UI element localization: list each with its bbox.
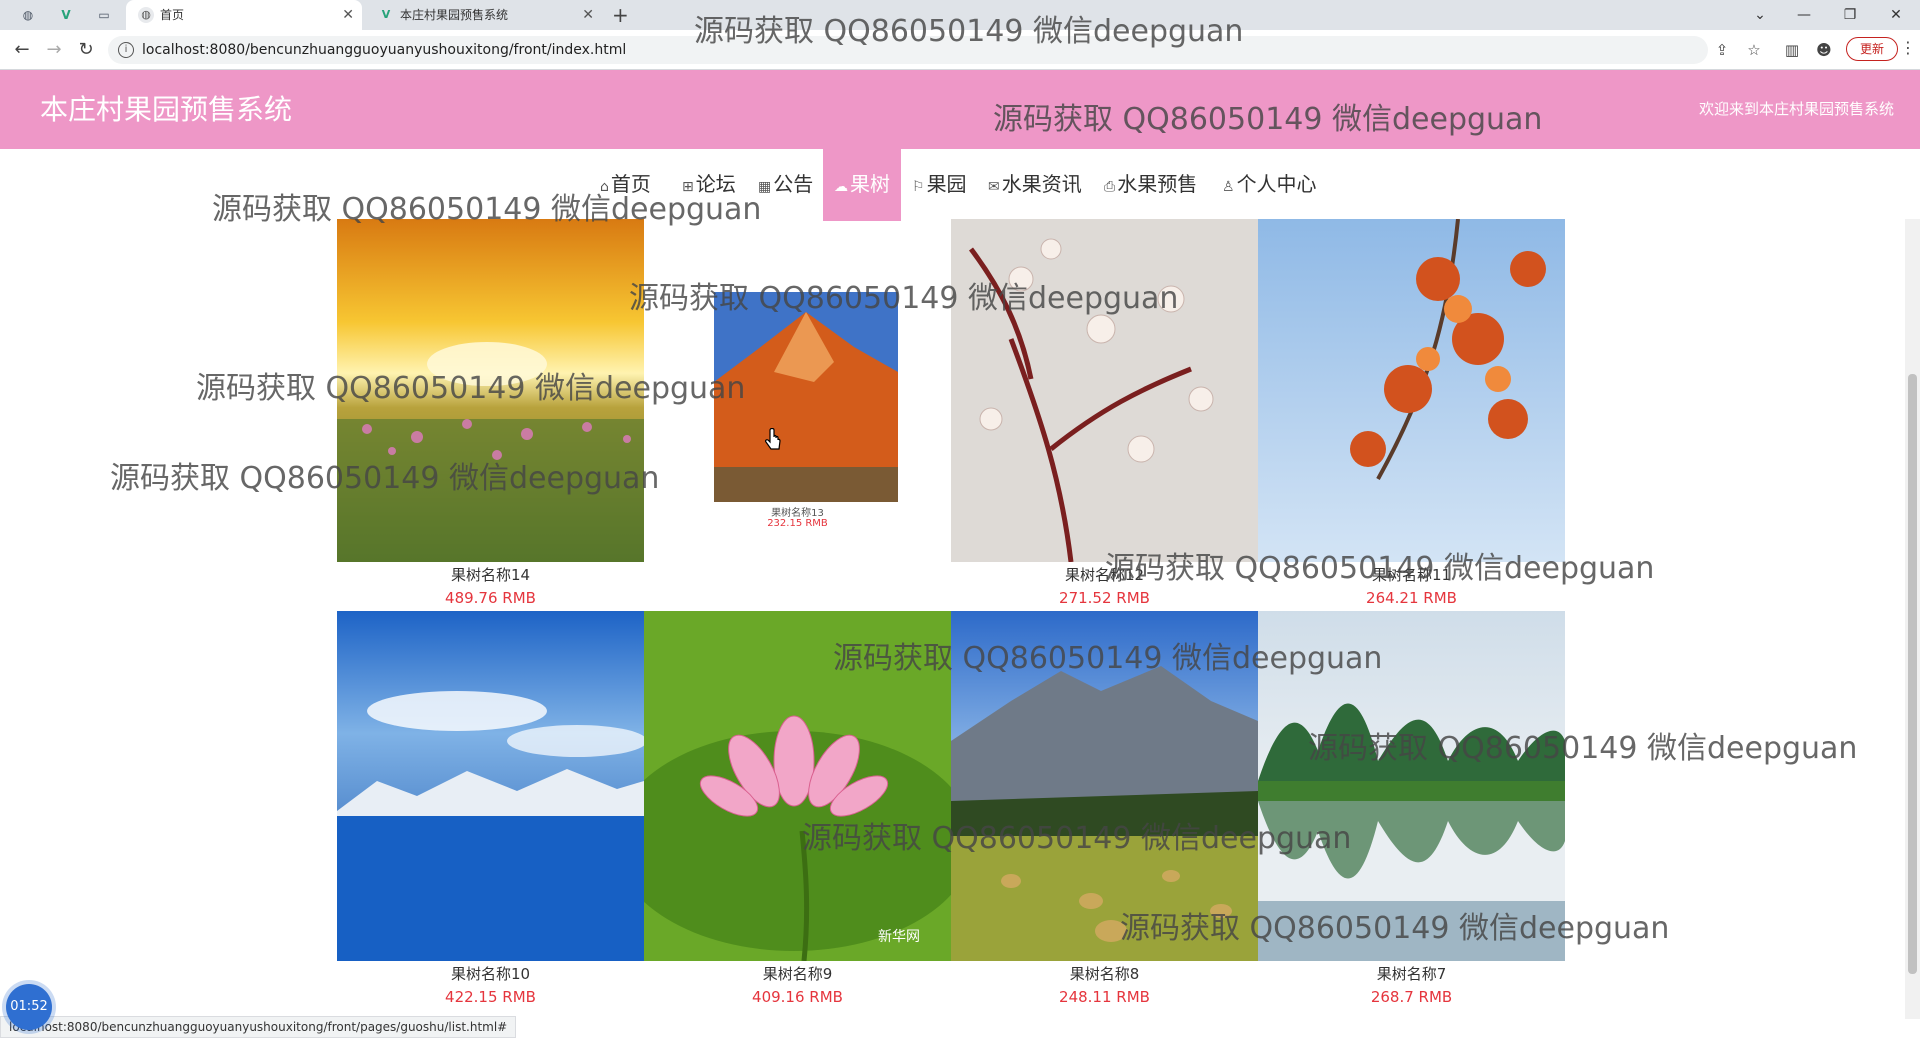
product-card[interactable]: 果树名称14 489.76 RMB (337, 219, 644, 611)
product-name[interactable]: 果树名称9 (762, 965, 833, 983)
new-tab-icon[interactable]: + (612, 3, 629, 27)
tab-home[interactable]: ◍ 首页 ✕ (126, 0, 362, 30)
nav-item-trees[interactable]: ☁ 果树 (823, 149, 901, 221)
close-icon[interactable]: ✕ (582, 7, 594, 23)
close-icon[interactable]: ✕ (342, 7, 354, 23)
nav-label-presale: 水果预售 (1117, 172, 1198, 196)
product-card[interactable]: 果树名称12 271.52 RMB (951, 219, 1258, 611)
nav-label-forum: 论坛 (695, 172, 736, 196)
tab-system[interactable]: V 本庄村果园预售系统 ✕ (366, 0, 602, 30)
address-bar: ← → ↻ i localhost:8080/bencunzhuangguoyu… (0, 30, 1920, 70)
nav-item-notice[interactable]: ▦ 公告 (758, 149, 813, 221)
restore-icon[interactable]: ❐ (1843, 7, 1857, 23)
product-image-white-blossoms[interactable] (951, 219, 1258, 562)
product-image-karst-river-reflection[interactable] (1258, 611, 1565, 961)
tab-search-chevron-icon[interactable]: ⌄ (1754, 7, 1766, 23)
tab-search-icon[interactable]: ◍ (22, 8, 34, 22)
product-card[interactable]: 果树名称13 232.15 RMB (644, 219, 951, 611)
nav-item-home[interactable]: ⌂ 首页 (600, 149, 651, 221)
nav-item-fruit-news[interactable]: ✉ 水果资讯 (988, 149, 1082, 221)
product-image-red-mountain[interactable] (714, 292, 898, 502)
user-icon: ♙ (1222, 179, 1235, 195)
nav-label-orchard: 果园 (926, 172, 967, 196)
product-name[interactable]: 果树名称10 (450, 965, 531, 983)
nav-label-trees: 果树 (850, 172, 890, 196)
hand-cursor-icon (765, 428, 781, 450)
product-card[interactable]: 果树名称7 268.7 RMB (1258, 611, 1565, 1009)
product-price: 248.11 RMB (1059, 988, 1150, 1006)
tab-system-title: 本庄村果园预售系统 (400, 8, 509, 22)
product-card[interactable]: 新华网 果树名称9 409.16 RMB (644, 611, 951, 1009)
home-icon: ⌂ (600, 179, 609, 195)
nav-label-notice: 公告 (773, 172, 814, 196)
print-icon: ⎙ (1104, 179, 1116, 195)
product-card[interactable]: 果树名称11 264.21 RMB (1258, 219, 1565, 611)
window-close-icon[interactable]: ✕ (1890, 7, 1902, 23)
product-price: 232.15 RMB (767, 518, 828, 529)
reload-icon[interactable]: ↻ (78, 39, 94, 60)
site-header: 本庄村果园预售系统 欢迎来到本庄村果园预售系统 (0, 70, 1920, 149)
minimize-icon[interactable]: — (1797, 7, 1811, 23)
welcome-text: 欢迎来到本庄村果园预售系统 (1698, 100, 1894, 118)
site-title: 本庄村果园预售系统 (40, 93, 293, 126)
product-name[interactable]: 果树名称11 (1371, 566, 1452, 584)
globe-icon: ◍ (138, 7, 154, 23)
flag-icon: ⚐ (912, 179, 925, 195)
back-icon[interactable]: ← (14, 39, 30, 60)
nav-item-forum[interactable]: ⊞ 论坛 (682, 149, 736, 221)
product-name[interactable]: 果树名称14 (450, 566, 531, 584)
product-price: 489.76 RMB (445, 589, 536, 607)
product-card[interactable]: 果树名称10 422.15 RMB (337, 611, 644, 1009)
nav-item-user-center[interactable]: ♙ 个人中心 (1222, 149, 1317, 221)
nav-label-user-center: 个人中心 (1236, 172, 1317, 196)
page-scrollbar[interactable] (1905, 219, 1920, 1019)
product-image-autumn-leaves[interactable] (1258, 219, 1565, 562)
notice-icon: ▦ (758, 179, 772, 195)
recording-timer: 01:52 (6, 984, 52, 1030)
forum-icon: ⊞ (682, 179, 694, 195)
product-image-lake-snow-mountains[interactable] (337, 611, 644, 961)
profile-icon[interactable]: ☻ (1816, 41, 1832, 59)
update-button[interactable]: 更新 (1846, 37, 1898, 61)
product-name[interactable]: 果树名称13 (771, 508, 824, 519)
product-price: 268.7 RMB (1370, 988, 1453, 1006)
scrollbar-thumb[interactable] (1908, 374, 1917, 974)
forward-icon[interactable]: → (46, 39, 62, 60)
bookmark-star-icon[interactable]: ☆ (1747, 41, 1761, 59)
nav-label-fruit-news: 水果资讯 (1001, 172, 1082, 196)
product-price: 264.21 RMB (1366, 589, 1457, 607)
product-image-pink-lotus[interactable]: 新华网 (644, 611, 951, 961)
blank-tab-icon[interactable]: ▭ (98, 8, 110, 22)
vue-icon: V (381, 8, 391, 21)
product-price: 422.15 RMB (445, 988, 536, 1006)
product-name[interactable]: 果树名称12 (1064, 566, 1145, 584)
browser-tabstrip: ◍ V ▭ ◍ 首页 ✕ V 本庄村果园预售系统 ✕ + ⌄ — ❐ ✕ (0, 0, 1920, 30)
product-card[interactable]: 果树名称8 248.11 RMB (951, 611, 1258, 1009)
product-name[interactable]: 果树名称8 (1069, 965, 1140, 983)
product-price: 271.52 RMB (1059, 589, 1150, 607)
mail-icon: ✉ (988, 179, 1000, 195)
product-price: 409.16 RMB (752, 988, 843, 1006)
share-icon[interactable]: ⇪ (1715, 41, 1729, 59)
tab-home-title: 首页 (160, 8, 185, 22)
product-name[interactable]: 果树名称7 (1376, 965, 1447, 983)
vue-tab-icon[interactable]: V (61, 8, 71, 22)
nav-item-presale[interactable]: ⎙ 水果预售 (1104, 149, 1197, 221)
nav-label-home: 首页 (610, 172, 651, 196)
nav-item-orchard[interactable]: ⚐ 果园 (912, 149, 967, 221)
product-image-sunset-flower-field[interactable] (337, 219, 644, 562)
url-text: localhost:8080/bencunzhuangguoyuanyushou… (142, 42, 627, 58)
status-link-preview: localhost:8080/bencunzhuangguoyuanyushou… (0, 1016, 517, 1038)
site-info-icon[interactable]: i (118, 42, 134, 58)
url-field[interactable]: i localhost:8080/bencunzhuangguoyuanyush… (108, 36, 1708, 64)
xinhua-logo: 新华网 (878, 929, 920, 945)
product-image-mountain-hayfield[interactable] (951, 611, 1258, 961)
side-panel-icon[interactable]: ▥ (1784, 41, 1800, 59)
tree-icon: ☁ (834, 179, 848, 195)
more-menu-icon[interactable]: ⋮ (1900, 38, 1916, 57)
